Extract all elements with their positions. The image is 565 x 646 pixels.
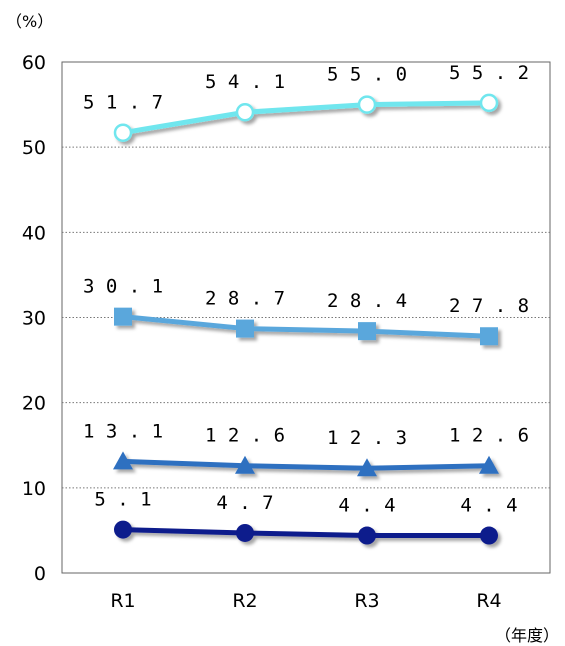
y-tick-label: 60 <box>22 52 46 74</box>
series-1 <box>113 93 499 142</box>
data-label: 4 . 4 <box>338 495 395 517</box>
data-point <box>235 455 255 474</box>
data-point <box>358 322 376 341</box>
data-label: 1 3 . 1 <box>83 420 163 442</box>
data-point <box>113 451 133 470</box>
data-label: 2 7 . 8 <box>449 295 529 317</box>
data-label: 4 . 7 <box>216 492 273 514</box>
data-label: 5 5 . 0 <box>327 64 407 86</box>
data-point <box>480 526 498 545</box>
data-point <box>236 319 254 338</box>
y-tick-label: 40 <box>22 222 46 244</box>
data-label: 4 . 4 <box>460 495 517 517</box>
data-point <box>480 327 498 346</box>
data-label: 2 8 . 7 <box>205 288 285 310</box>
data-label: 5 5 . 2 <box>449 62 529 84</box>
y-tick-label: 10 <box>22 478 46 500</box>
data-point <box>479 455 499 474</box>
y-tick-label: 0 <box>34 563 46 585</box>
y-axis-unit-label: （%） <box>6 12 54 31</box>
data-label: 2 8 . 4 <box>327 290 407 312</box>
series-line <box>120 100 492 136</box>
data-point <box>357 458 377 477</box>
data-point <box>113 123 133 142</box>
data-point <box>357 95 377 114</box>
data-label: 5 4 . 1 <box>205 71 285 93</box>
y-tick-label: 50 <box>22 137 46 159</box>
data-point <box>479 93 499 113</box>
x-tick-label: R3 <box>354 590 379 612</box>
data-point <box>235 102 255 122</box>
data-label: 3 0 . 1 <box>83 276 163 298</box>
series-line <box>120 458 492 471</box>
series-line <box>120 314 492 339</box>
data-point <box>114 520 132 539</box>
data-label: 5 . 1 <box>94 489 151 511</box>
data-label: 5 1 . 7 <box>83 92 163 114</box>
data-label: 1 2 . 6 <box>205 425 285 447</box>
y-tick-label: 20 <box>22 393 46 415</box>
x-tick-label: R1 <box>110 590 135 612</box>
series-3 <box>113 451 499 477</box>
data-label: 1 2 . 6 <box>449 425 529 447</box>
series-4 <box>114 520 498 545</box>
x-tick-label: R2 <box>232 590 257 612</box>
series-line <box>120 527 492 539</box>
x-tick-label: R4 <box>476 590 501 612</box>
data-point <box>358 526 376 545</box>
data-label: 1 2 . 3 <box>327 427 407 449</box>
x-axis-unit-label: （年度） <box>494 626 559 645</box>
data-point <box>114 307 132 326</box>
data-point <box>236 523 254 542</box>
y-tick-label: 30 <box>22 308 46 330</box>
series-2 <box>114 307 498 346</box>
